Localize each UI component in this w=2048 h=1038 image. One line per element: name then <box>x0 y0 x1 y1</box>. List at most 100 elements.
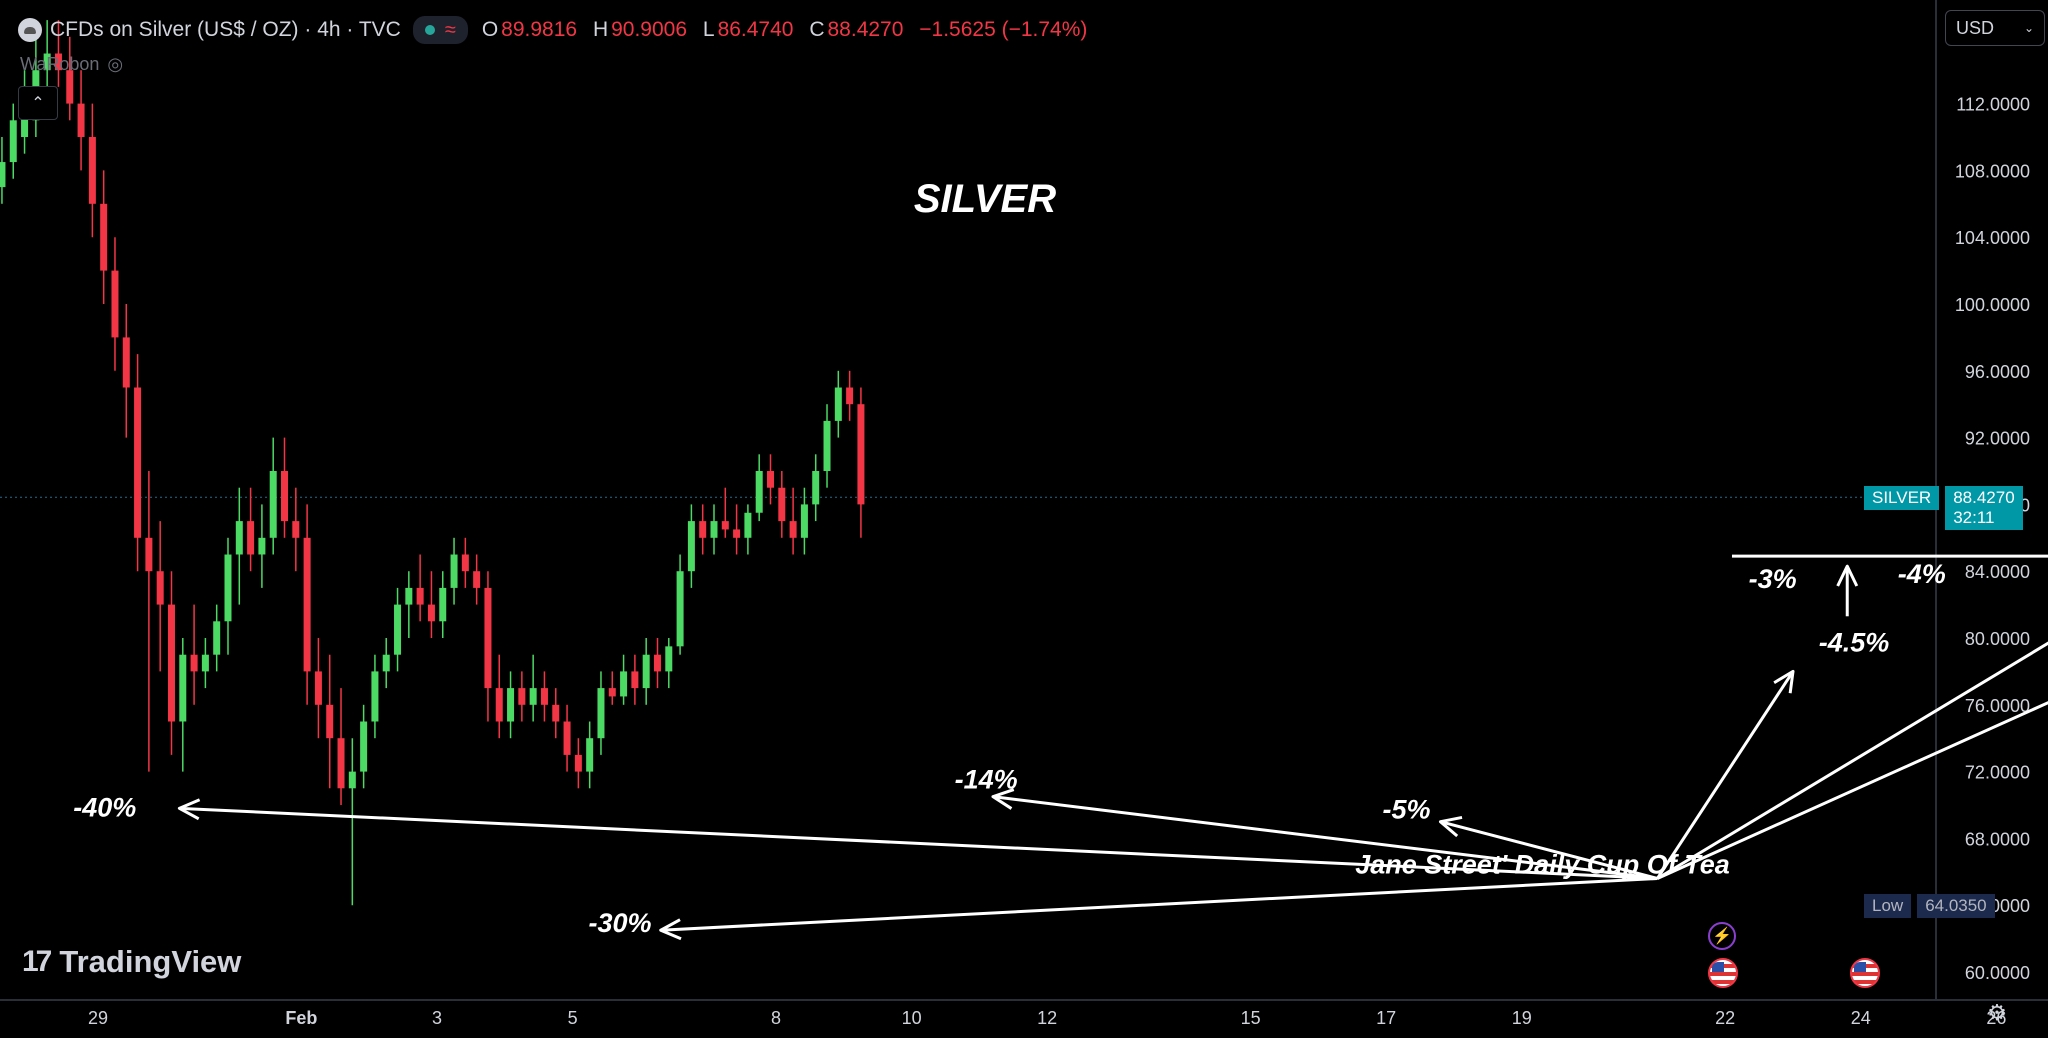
low-label: Low <box>1864 894 1912 918</box>
candle-body <box>88 137 96 204</box>
candle-body <box>687 521 695 572</box>
candle-body <box>0 162 6 188</box>
ohlc-open-value: 89.9816 <box>501 18 578 41</box>
candle-body <box>269 471 277 538</box>
candle-body <box>484 587 492 689</box>
annotation-arrow-head <box>177 798 201 821</box>
collapse-legend-button[interactable]: ⌃ <box>18 86 58 120</box>
currency-value: USD <box>1956 17 1995 38</box>
annotation-label: -5% <box>1383 794 1431 824</box>
candle-body <box>9 120 17 163</box>
low-price-badge: Low 64.0350 <box>1864 892 2034 920</box>
ohlc-low-key: L <box>702 18 715 41</box>
annotation-arrow-line <box>660 876 1658 932</box>
candle-body <box>608 688 616 697</box>
us-flag-icon[interactable] <box>1708 958 1738 988</box>
silver-symbol-icon <box>18 18 42 42</box>
annotation-arrow-head <box>1773 669 1795 694</box>
annotation-arrow-line <box>1656 670 1795 880</box>
y-tick-label: 100.0000 <box>1955 295 2030 315</box>
candle-body <box>258 537 266 555</box>
chevron-down-icon: ⌄ <box>2023 21 2034 35</box>
currency-select[interactable]: USD ⌄ <box>1945 10 2045 46</box>
candle-body <box>43 53 51 71</box>
candle-body <box>382 654 390 672</box>
candle-body <box>66 70 74 104</box>
indicator-row[interactable]: WaRobon ◎ <box>20 54 123 75</box>
candle-body <box>586 738 594 772</box>
y-tick-label: 72.0000 <box>1965 763 2030 783</box>
x-tick-label: Feb <box>285 1008 317 1028</box>
candle-body <box>473 571 481 588</box>
chevron-up-icon: ⌃ <box>31 95 45 112</box>
candle-body <box>179 654 187 722</box>
candle-body <box>778 487 786 522</box>
candle-body <box>834 387 842 421</box>
candle-body <box>518 688 526 705</box>
x-tick-label: 3 <box>432 1008 442 1028</box>
candle-body <box>314 671 322 705</box>
x-tick-label: 17 <box>1376 1008 1396 1028</box>
last-price-badge: SILVER 88.4270 32:11 <box>1864 486 2034 530</box>
y-tick-label: 60.0000 <box>1965 963 2030 983</box>
ohlc-close-key: C <box>809 18 825 41</box>
annotation-arrow-line <box>1656 701 2048 880</box>
symbol-title[interactable]: CFDs on Silver (US$ / OZ) · 4h · TVC <box>50 18 401 41</box>
annotation-arrow-head <box>659 918 682 941</box>
candle-body <box>360 721 368 772</box>
us-flag-icon[interactable] <box>1850 958 1880 988</box>
candle-body <box>507 688 515 722</box>
candle-body <box>21 103 29 137</box>
candle-body <box>540 688 548 705</box>
annotation-label: -4.5% <box>1819 627 1890 657</box>
y-tick-label: 84.0000 <box>1965 562 2030 582</box>
annotation-arrow-line <box>1656 641 2048 880</box>
candle-body <box>54 53 62 71</box>
candle-body <box>461 554 469 572</box>
candle-body <box>495 688 503 722</box>
candle-body <box>394 604 402 655</box>
candle-body <box>167 604 175 722</box>
candle-body <box>653 654 661 672</box>
eye-hidden-icon[interactable]: ◎ <box>107 54 124 74</box>
lightning-icon[interactable]: ⚡ <box>1708 922 1736 950</box>
x-tick-label: 15 <box>1241 1008 1261 1028</box>
ohlc-high-key: H <box>592 18 609 41</box>
price-change: −1.5625 (−1.74%) <box>919 18 1088 41</box>
annotation-caption: Jane Street' Daily Cup Of Tea <box>1355 849 1730 879</box>
tradingview-logo[interactable]: 17 TradingView <box>22 944 241 980</box>
bar-countdown: 32:11 <box>1953 508 1995 527</box>
candle-body <box>767 471 775 488</box>
candle-body <box>721 521 729 530</box>
x-tick-label: 22 <box>1715 1008 1735 1028</box>
candle-body <box>552 704 560 722</box>
candle-body <box>789 521 797 538</box>
candle-body <box>733 529 741 538</box>
market-status-pill[interactable]: ≈ <box>412 16 468 44</box>
candle-body <box>235 521 243 555</box>
candle-body <box>710 521 718 538</box>
candle-body <box>450 554 458 588</box>
y-tick-label: 112.0000 <box>1956 95 2030 115</box>
candle-body <box>642 654 650 689</box>
candle-body <box>156 571 164 605</box>
candle-body <box>134 387 142 538</box>
candle-body <box>846 387 854 405</box>
low-value: 64.0350 <box>1917 894 1995 918</box>
candle-body <box>326 704 334 739</box>
annotation-label: -30% <box>589 908 652 938</box>
x-tick-label: 24 <box>1851 1008 1871 1028</box>
indicator-name: WaRobon <box>20 54 100 74</box>
annotation-label: -3% <box>1749 564 1797 594</box>
candle-body <box>416 587 424 605</box>
candle-body <box>100 203 108 271</box>
x-tick-label: 5 <box>568 1008 578 1028</box>
x-tick-label: 12 <box>1037 1008 1057 1028</box>
candle-body <box>201 654 209 672</box>
ohlc-high-value: 90.9006 <box>611 18 688 41</box>
last-price-symbol: SILVER <box>1864 486 1940 510</box>
ohlc-readout: O 89.9816 H 90.9006 L 86.4740 C 88.4270 −1.5… <box>482 18 1098 42</box>
candle-body <box>439 587 447 622</box>
gear-icon[interactable]: ⚙ <box>1987 1000 2007 1025</box>
